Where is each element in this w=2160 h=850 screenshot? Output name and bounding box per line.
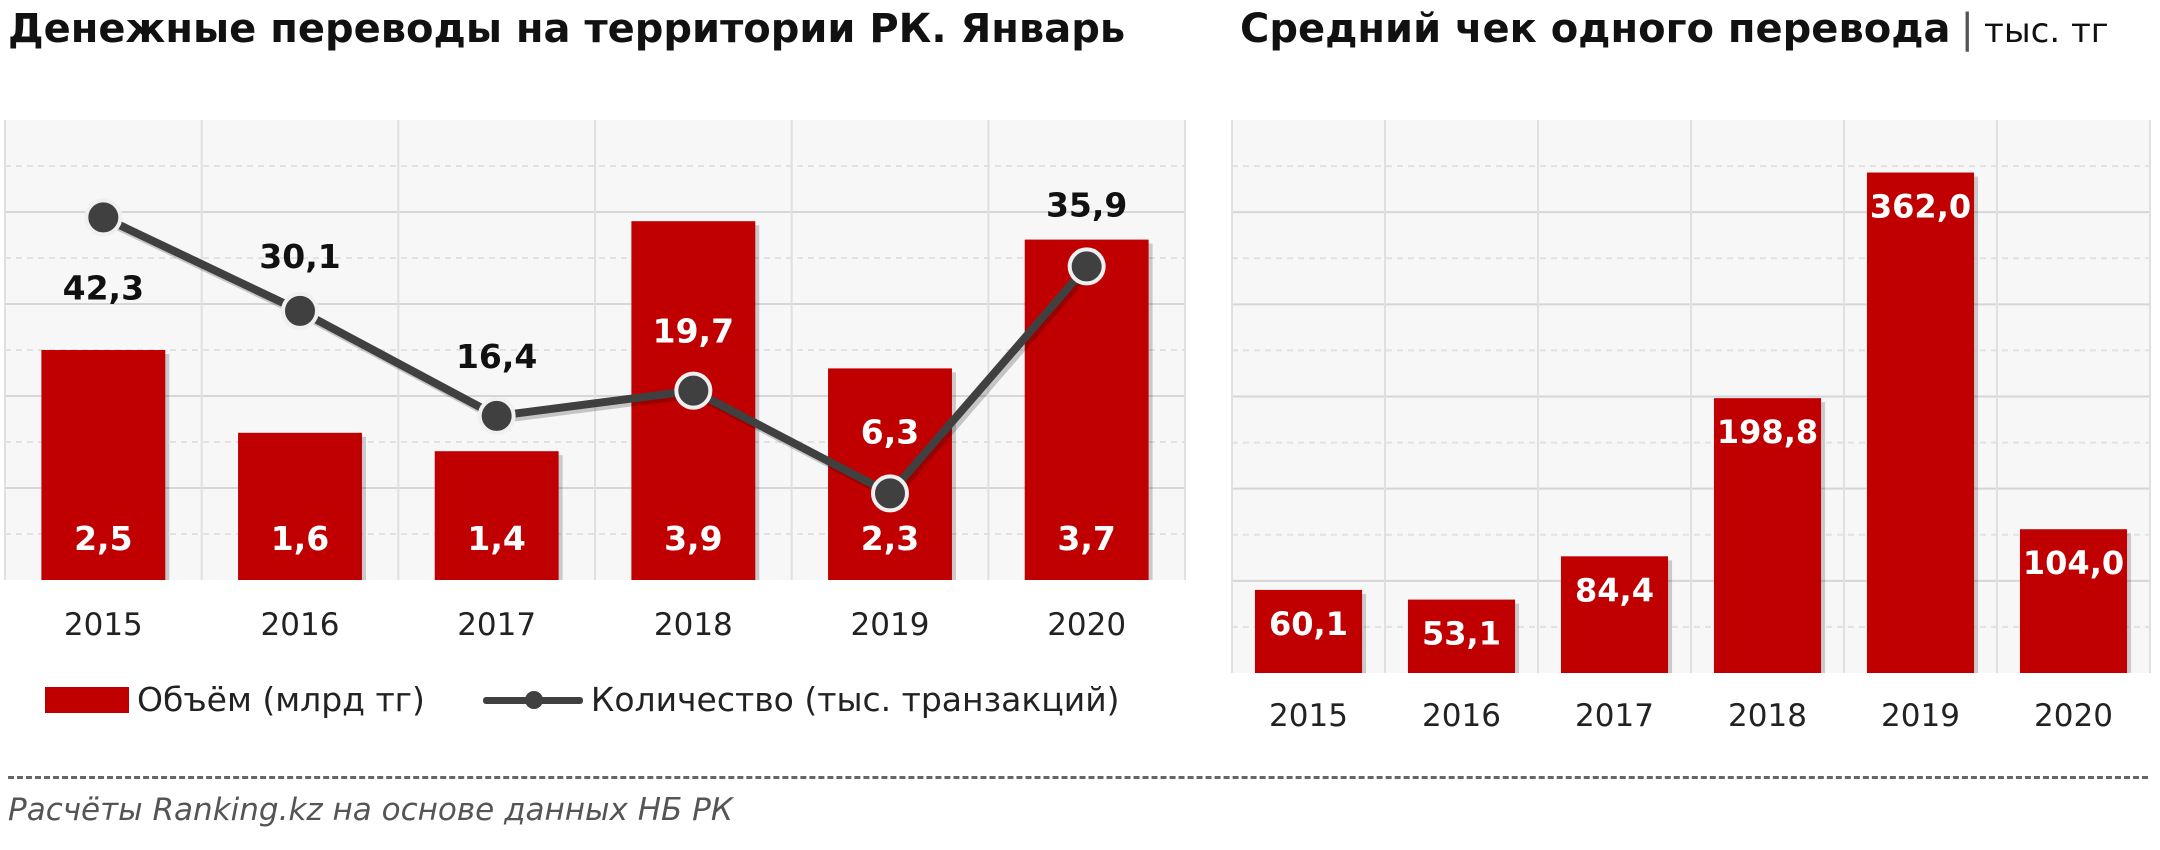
title-separator: | bbox=[1960, 6, 1975, 52]
average-check-bar bbox=[1713, 398, 1822, 673]
source-note: Расчёты Ranking.kz на основе данных НБ Р… bbox=[8, 792, 733, 828]
volume-bar-label: 3,7 bbox=[1057, 519, 1115, 558]
chart-legend: Объём (млрд тг) Количество (тыс. транзак… bbox=[45, 680, 1120, 719]
x-tick-label: 2020 bbox=[1047, 607, 1126, 643]
count-point-label: 16,4 bbox=[456, 337, 537, 376]
volume-bar bbox=[434, 451, 559, 580]
volume-bar bbox=[41, 350, 166, 580]
x-tick-label: 2015 bbox=[1269, 698, 1348, 734]
average-check-bar bbox=[1254, 589, 1363, 673]
average-check-bar bbox=[1866, 172, 1975, 673]
volume-bar-label: 1,6 bbox=[271, 519, 329, 558]
volume-bar bbox=[1024, 239, 1149, 580]
x-tick-label: 2015 bbox=[64, 607, 143, 643]
x-tick-label: 2017 bbox=[1575, 698, 1654, 734]
legend-count-label: Количество (тыс. транзакций) bbox=[590, 680, 1120, 719]
legend-volume-label: Объём (млрд тг) bbox=[137, 680, 425, 719]
volume-bar-label: 2,3 bbox=[861, 519, 919, 558]
footer-divider bbox=[8, 776, 2148, 779]
average-check-bar-label: 60,1 bbox=[1269, 605, 1348, 643]
transfers-chart: 2,5 2015 1,6 2016 1,4 2017 3,9 2018 2,3 2019 3,7 20… bbox=[4, 120, 1186, 643]
volume-bar-label: 1,4 bbox=[467, 519, 525, 558]
average-check-bar-label: 104,0 bbox=[2023, 544, 2124, 582]
x-tick-label: 2018 bbox=[1728, 698, 1807, 734]
count-line bbox=[101, 213, 1090, 498]
count-point bbox=[84, 198, 123, 237]
count-point-label: 42,3 bbox=[63, 268, 144, 307]
x-tick-label: 2017 bbox=[457, 607, 536, 643]
legend-volume-swatch bbox=[45, 686, 129, 713]
count-point-label: 6,3 bbox=[861, 412, 919, 451]
average-check-bar-label: 84,4 bbox=[1575, 571, 1654, 609]
count-point bbox=[871, 474, 909, 513]
average-check-bar-label: 362,0 bbox=[1870, 188, 1971, 226]
left-chart-title: Денежные переводы на территории РК. Янва… bbox=[8, 6, 1126, 52]
count-point bbox=[1067, 247, 1106, 286]
volume-bar bbox=[238, 432, 362, 580]
x-tick-label: 2018 bbox=[654, 607, 733, 643]
right-chart-title-text: Средний чек одного перевода bbox=[1240, 6, 1951, 52]
legend-count-marker bbox=[482, 687, 583, 713]
average-check-bar bbox=[2019, 529, 2128, 673]
average-check-bar bbox=[1560, 556, 1669, 673]
volume-bar-label: 2,5 bbox=[74, 519, 132, 558]
x-tick-label: 2019 bbox=[851, 607, 930, 643]
count-point bbox=[674, 371, 713, 410]
count-point-label: 30,1 bbox=[259, 237, 340, 276]
right-chart-unit: тыс. тг bbox=[1984, 11, 2109, 51]
count-point-label: 19,7 bbox=[653, 312, 734, 351]
x-tick-label: 2020 bbox=[2034, 698, 2113, 734]
right-chart-title: Средний чек одного перевода | тыс. тг bbox=[1240, 6, 2109, 52]
average-check-chart: 60,1 2015 53,1 2016 84,4 2017 198,8 2018 362,0 20… bbox=[1231, 120, 2151, 734]
average-check-bar bbox=[1407, 599, 1516, 673]
average-check-bar-label: 198,8 bbox=[1717, 413, 1818, 451]
x-tick-label: 2019 bbox=[1881, 698, 1960, 734]
average-check-bar-label: 53,1 bbox=[1422, 615, 1501, 653]
volume-bar-label: 3,9 bbox=[664, 519, 722, 558]
count-point-label: 35,9 bbox=[1046, 185, 1127, 224]
count-point bbox=[477, 396, 516, 435]
count-point bbox=[281, 291, 319, 330]
x-tick-label: 2016 bbox=[261, 607, 340, 643]
x-tick-label: 2016 bbox=[1422, 698, 1501, 734]
